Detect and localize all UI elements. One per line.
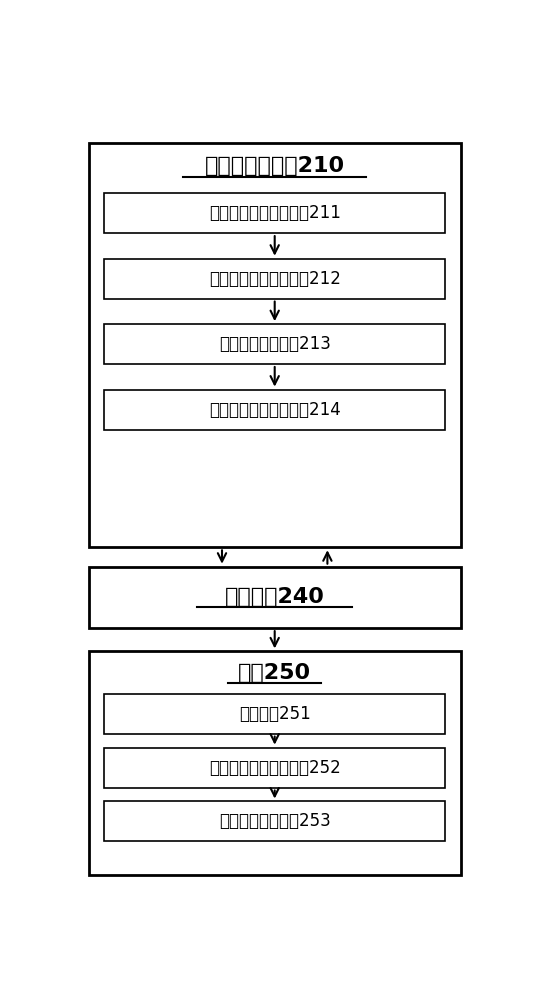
Text: 通信模块251: 通信模块251 [239, 705, 310, 723]
Text: 卫星导航信息接收模块211: 卫星导航信息接收模块211 [209, 204, 341, 222]
Text: 辅助定位信息计算模块212: 辅助定位信息计算模块212 [209, 270, 341, 288]
FancyBboxPatch shape [104, 694, 445, 734]
Text: 通信单元240: 通信单元240 [225, 587, 325, 607]
FancyBboxPatch shape [88, 567, 461, 628]
Text: 服务区域匹配模块213: 服务区域匹配模块213 [219, 335, 331, 353]
FancyBboxPatch shape [104, 193, 445, 233]
FancyBboxPatch shape [104, 259, 445, 299]
Text: 卫星导航信息接收模块252: 卫星导航信息接收模块252 [209, 759, 340, 777]
FancyBboxPatch shape [104, 389, 445, 430]
FancyBboxPatch shape [104, 748, 445, 788]
Text: 卫星定位计算模块253: 卫星定位计算模块253 [219, 812, 331, 830]
FancyBboxPatch shape [104, 324, 445, 364]
Text: 高精度定位平台210: 高精度定位平台210 [205, 156, 345, 176]
Text: 辅助定位模型播发模块214: 辅助定位模型播发模块214 [209, 401, 340, 419]
Text: 终端250: 终端250 [238, 663, 311, 683]
FancyBboxPatch shape [88, 143, 461, 547]
FancyBboxPatch shape [104, 801, 445, 841]
FancyBboxPatch shape [88, 651, 461, 875]
